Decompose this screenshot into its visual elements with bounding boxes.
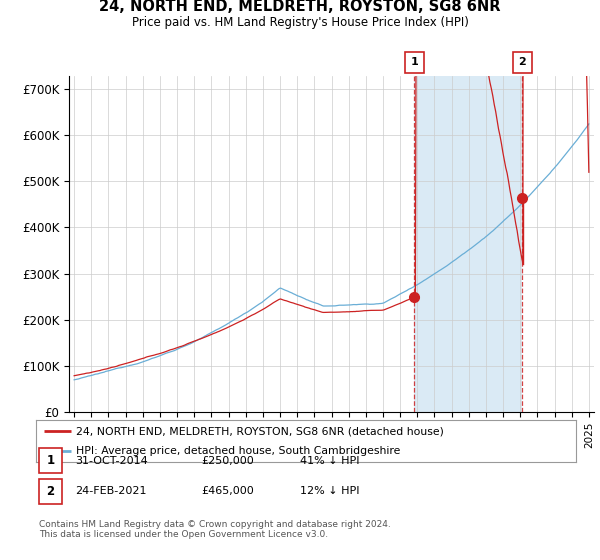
Text: £250,000: £250,000	[201, 456, 254, 465]
Text: 24, NORTH END, MELDRETH, ROYSTON, SG8 6NR: 24, NORTH END, MELDRETH, ROYSTON, SG8 6N…	[99, 0, 501, 14]
Text: 1: 1	[46, 454, 55, 467]
Bar	[415, 76, 522, 412]
Text: 24, NORTH END, MELDRETH, ROYSTON, SG8 6NR (detached house): 24, NORTH END, MELDRETH, ROYSTON, SG8 6N…	[77, 426, 445, 436]
Text: 2: 2	[518, 57, 526, 67]
Text: 24-FEB-2021: 24-FEB-2021	[75, 487, 146, 496]
Text: 12% ↓ HPI: 12% ↓ HPI	[300, 487, 359, 496]
Text: 41% ↓ HPI: 41% ↓ HPI	[300, 456, 359, 465]
Text: 1: 1	[410, 57, 418, 67]
Text: 2: 2	[46, 485, 55, 498]
Text: HPI: Average price, detached house, South Cambridgeshire: HPI: Average price, detached house, Sout…	[77, 446, 401, 456]
Text: £465,000: £465,000	[201, 487, 254, 496]
Text: Price paid vs. HM Land Registry's House Price Index (HPI): Price paid vs. HM Land Registry's House …	[131, 16, 469, 29]
Text: Contains HM Land Registry data © Crown copyright and database right 2024.
This d: Contains HM Land Registry data © Crown c…	[39, 520, 391, 539]
Text: 31-OCT-2014: 31-OCT-2014	[75, 456, 148, 465]
